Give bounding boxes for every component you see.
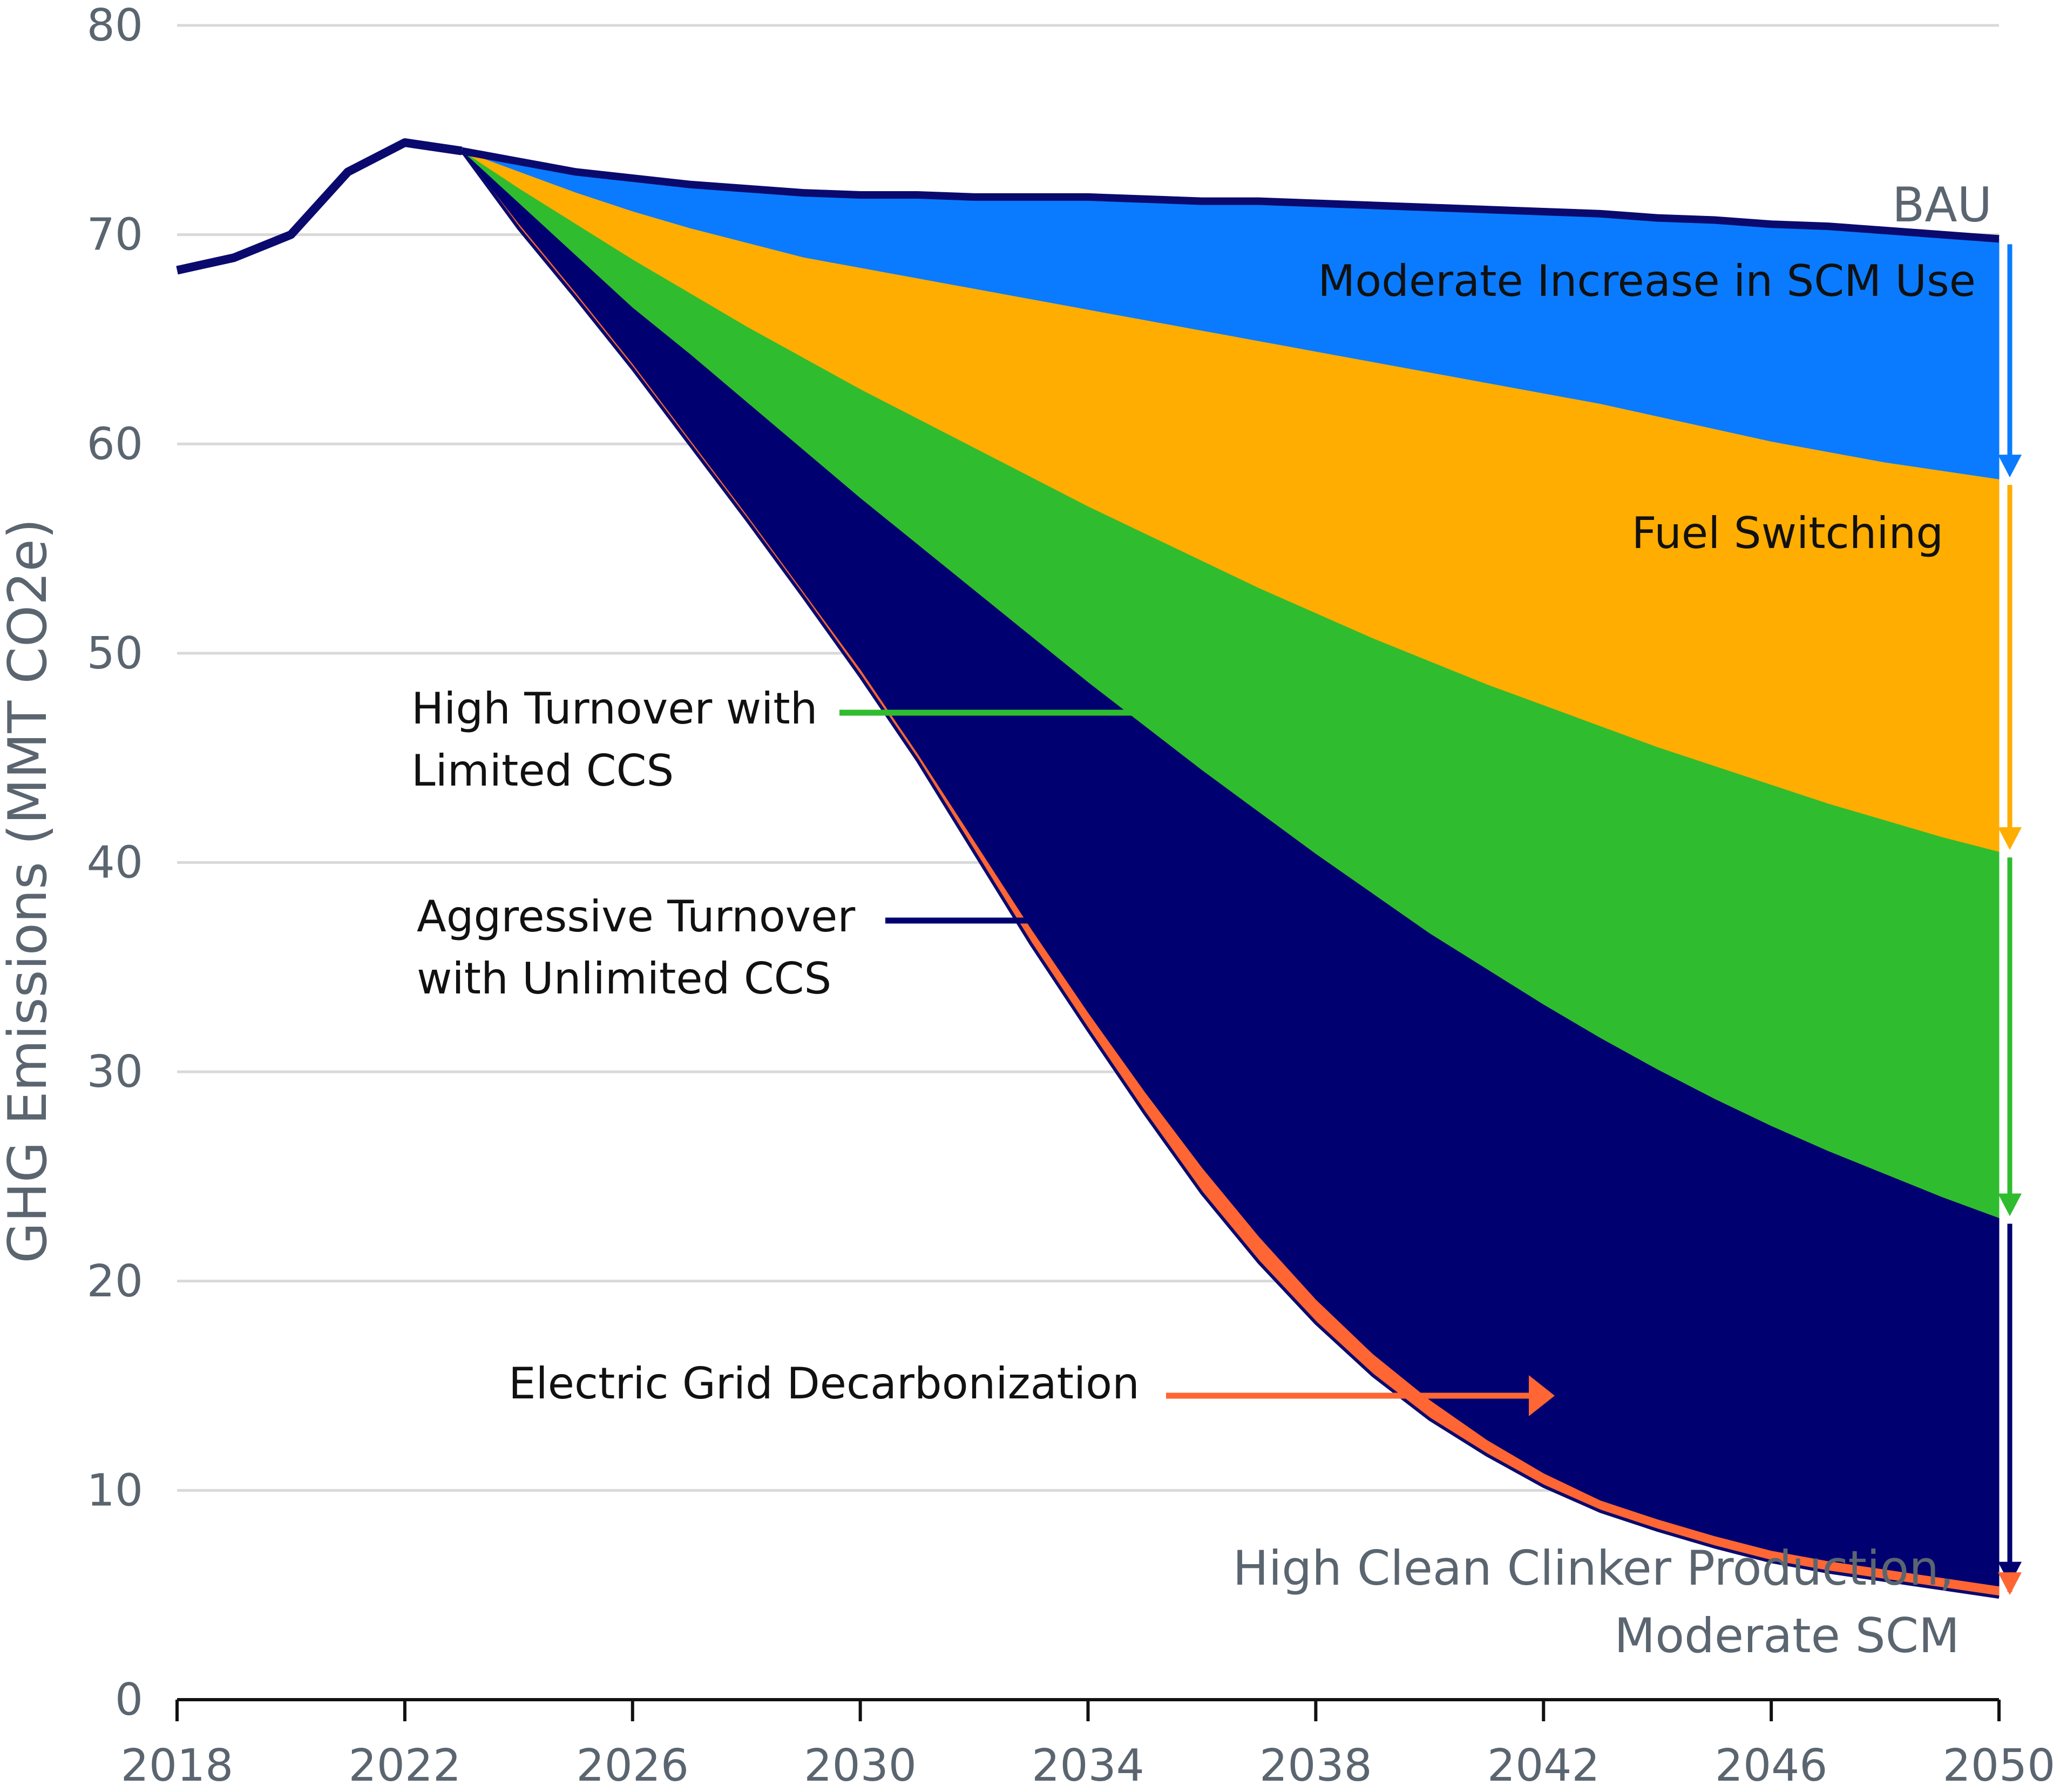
y-tick-label-20: 20 [87, 1256, 143, 1307]
label-high-turnover-line2: Limited CCS [411, 746, 674, 796]
reduction-arrows [839, 244, 2022, 1595]
x-tick-label-2026: 2026 [576, 1740, 689, 1791]
arrow-fuel-switching-head [1998, 827, 2022, 850]
series-lines [176, 138, 2000, 1599]
x-tick-label-2038: 2038 [1259, 1740, 1372, 1791]
axes [175, 1698, 2001, 1721]
label-aggressive-line1: Aggressive Turnover [417, 891, 855, 942]
historical-line [176, 138, 463, 275]
pointer-grid-head [1529, 1375, 1555, 1416]
y-tick-label-10: 10 [87, 1465, 143, 1516]
y-tick-label-30: 30 [87, 1046, 143, 1098]
y-tick-label-0: 0 [115, 1674, 143, 1726]
arrow-high-turnover-with-limited-ccs-head [1998, 1193, 2022, 1216]
area-layers [461, 151, 2000, 1598]
y-axis-label: GHG Emissions (MMT CO2e) [0, 518, 59, 1263]
final-scenario-line [460, 150, 2000, 1599]
arrow-moderate-increase-in-scm-use-head [1998, 455, 2022, 478]
x-tick-label-2042: 2042 [1487, 1740, 1600, 1791]
x-tick-label-2018: 2018 [121, 1740, 234, 1791]
x-tick-label-2046: 2046 [1715, 1740, 1828, 1791]
label-scm: Moderate Increase in SCM Use [1318, 256, 1976, 306]
y-tick-label-70: 70 [87, 209, 143, 261]
pointer-aggressive-head [1070, 900, 1096, 941]
label-result-line1: High Clean Clinker Production, [1233, 1540, 1954, 1596]
bau-line [461, 147, 2000, 243]
y-tick-label-60: 60 [87, 418, 143, 470]
label-aggressive-line2: with Unlimited CCS [417, 954, 831, 1004]
x-tick-label-2030: 2030 [804, 1740, 917, 1791]
pointer-high-turnover-head [1270, 692, 1296, 733]
x-tick-label-2022: 2022 [349, 1740, 462, 1791]
label-bau: BAU [1892, 177, 1992, 233]
arrow-electric-grid-decarbonization-head [1998, 1572, 2022, 1595]
x-tick-label-2034: 2034 [1032, 1740, 1144, 1791]
label-result-line2: Moderate SCM [1614, 1608, 1960, 1663]
y-tick-label-50: 50 [87, 628, 143, 679]
label-high-turnover-line1: High Turnover with [411, 684, 817, 734]
x-tick-label-2050: 2050 [1943, 1740, 2056, 1791]
y-tick-label-40: 40 [87, 837, 143, 889]
y-tick-label-80: 80 [87, 0, 143, 51]
label-grid-decarbonization: Electric Grid Decarbonization [509, 1358, 1140, 1409]
label-fuel-switching: Fuel Switching [1632, 508, 1943, 558]
